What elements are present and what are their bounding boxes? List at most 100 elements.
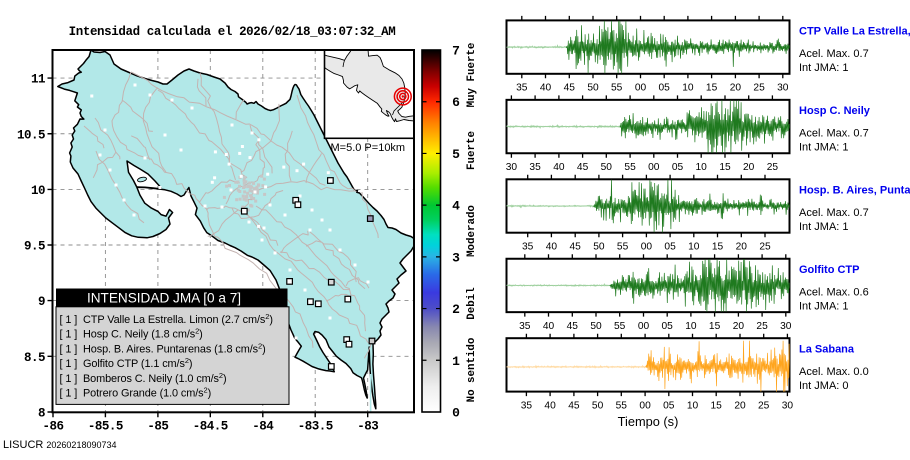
svg-text:7: 7 <box>452 44 460 59</box>
svg-text:[ 1 ] Potrero Grande (1.0 cm/: [ 1 ] Potrero Grande (1.0 cm/s2) <box>60 386 212 400</box>
svg-text:15: 15 <box>711 400 723 411</box>
svg-text:30: 30 <box>777 83 789 94</box>
svg-text:00: 00 <box>648 162 660 173</box>
svg-text:Acel. Max. 0.0: Acel. Max. 0.0 <box>799 366 869 378</box>
svg-text:50: 50 <box>592 400 604 411</box>
svg-text:8: 8 <box>38 407 45 421</box>
svg-text:00: 00 <box>638 321 650 332</box>
svg-text:10: 10 <box>696 162 708 173</box>
svg-text:15: 15 <box>709 321 721 332</box>
svg-text:INTENSIDAD JMA [0 a 7]: INTENSIDAD JMA [0 a 7] <box>87 291 241 306</box>
svg-text:00: 00 <box>641 242 653 253</box>
svg-text:50: 50 <box>590 321 602 332</box>
svg-text:[ 1 ] Golfito CTP (1.1 cm/s2): [ 1 ] Golfito CTP (1.1 cm/s2) <box>60 356 193 370</box>
svg-text:30: 30 <box>506 162 518 173</box>
svg-text:35: 35 <box>516 83 528 94</box>
svg-text:-86: -86 <box>42 420 63 434</box>
svg-text:2: 2 <box>452 302 460 317</box>
svg-text:05: 05 <box>662 321 674 332</box>
svg-text:55: 55 <box>616 400 628 411</box>
svg-text:11: 11 <box>31 73 45 87</box>
svg-text:10: 10 <box>685 321 697 332</box>
svg-text:LISUCR 20260218090734: LISUCR 20260218090734 <box>3 439 116 451</box>
svg-text:Int JMA: 1: Int JMA: 1 <box>799 221 849 233</box>
svg-text:00: 00 <box>639 400 651 411</box>
svg-text:-84.5: -84.5 <box>193 420 228 434</box>
svg-text:Int JMA: 1: Int JMA: 1 <box>799 141 849 153</box>
svg-text:10: 10 <box>687 400 699 411</box>
svg-text:35: 35 <box>522 242 534 253</box>
svg-text:35: 35 <box>521 400 533 411</box>
svg-text:Fuerte: Fuerte <box>466 131 478 170</box>
svg-text:40: 40 <box>543 321 555 332</box>
svg-text:CTP Valle La Estrella, L: CTP Valle La Estrella, L <box>799 26 910 38</box>
svg-text:25: 25 <box>759 242 771 253</box>
svg-text:10: 10 <box>682 83 694 94</box>
svg-text:15: 15 <box>706 83 718 94</box>
svg-text:55: 55 <box>611 83 623 94</box>
svg-text:0: 0 <box>452 406 460 421</box>
svg-text:9: 9 <box>38 295 45 309</box>
svg-text:1: 1 <box>452 354 460 369</box>
svg-text:50: 50 <box>593 242 605 253</box>
svg-text:10: 10 <box>688 242 700 253</box>
svg-text:-85.5: -85.5 <box>88 420 123 434</box>
svg-text:20: 20 <box>734 400 746 411</box>
svg-text:20: 20 <box>733 321 745 332</box>
svg-text:35: 35 <box>529 162 541 173</box>
svg-text:45: 45 <box>567 321 579 332</box>
svg-text:05: 05 <box>672 162 684 173</box>
svg-text:25: 25 <box>767 162 779 173</box>
svg-text:05: 05 <box>663 400 675 411</box>
svg-text:Int JMA: 1: Int JMA: 1 <box>799 62 849 74</box>
svg-text:45: 45 <box>570 242 582 253</box>
svg-text:9.5: 9.5 <box>24 240 45 254</box>
svg-text:Hosp. B. Aires, Puntare: Hosp. B. Aires, Puntare <box>799 185 910 197</box>
svg-text:45: 45 <box>577 162 589 173</box>
svg-text:[ 1 ] Hosp C. Neily (1.8 cm/s: [ 1 ] Hosp C. Neily (1.8 cm/s2) <box>60 327 203 341</box>
svg-text:10.5: 10.5 <box>17 128 45 142</box>
svg-text:5: 5 <box>452 147 460 162</box>
svg-text:Acel. Max. 0.6: Acel. Max. 0.6 <box>799 287 869 299</box>
svg-text:15: 15 <box>712 242 724 253</box>
svg-text:20: 20 <box>730 83 742 94</box>
svg-text:Acel. Max. 0.7: Acel. Max. 0.7 <box>799 48 869 60</box>
svg-text:Int JMA: 1: Int JMA: 1 <box>799 300 849 312</box>
svg-text:20: 20 <box>736 242 748 253</box>
svg-text:45: 45 <box>568 400 580 411</box>
svg-text:30: 30 <box>782 400 794 411</box>
svg-text:00: 00 <box>635 83 647 94</box>
svg-text:La Sabana: La Sabana <box>799 344 855 356</box>
svg-text:45: 45 <box>564 83 576 94</box>
svg-text:50: 50 <box>601 162 613 173</box>
svg-text:20: 20 <box>743 162 755 173</box>
svg-text:3: 3 <box>452 250 460 265</box>
svg-text:Tiempo (s): Tiempo (s) <box>618 414 679 429</box>
svg-text:No sentido: No sentido <box>466 338 478 403</box>
svg-text:55: 55 <box>617 242 629 253</box>
svg-text:05: 05 <box>659 83 671 94</box>
svg-text:15: 15 <box>719 162 731 173</box>
svg-text:40: 40 <box>544 400 556 411</box>
svg-text:25: 25 <box>758 400 770 411</box>
svg-text:[ 1 ] Bomberos C. Neily (1.0: [ 1 ] Bomberos C. Neily (1.0 cm/s2) <box>60 371 227 385</box>
svg-text:Muy Fuerte: Muy Fuerte <box>466 43 478 108</box>
svg-text:50: 50 <box>587 83 599 94</box>
svg-text:[ 1 ] Hosp. B. Aires. Puntare: [ 1 ] Hosp. B. Aires. Puntarenas (1.8 cm… <box>60 341 266 355</box>
svg-text:M=5.0 P=10km: M=5.0 P=10km <box>331 142 406 154</box>
svg-text:40: 40 <box>546 242 558 253</box>
svg-text:Debil: Debil <box>466 287 478 320</box>
svg-text:[ 1 ] CTP Valle La Estrella.: [ 1 ] CTP Valle La Estrella. Limon (2.7 … <box>60 312 273 326</box>
svg-text:Acel. Max. 0.7: Acel. Max. 0.7 <box>799 128 869 140</box>
svg-text:6: 6 <box>452 95 460 110</box>
svg-text:-83.5: -83.5 <box>298 420 333 434</box>
svg-text:05: 05 <box>664 242 676 253</box>
svg-text:40: 40 <box>553 162 565 173</box>
svg-text:10: 10 <box>31 184 45 198</box>
svg-text:-83: -83 <box>357 420 378 434</box>
svg-text:30: 30 <box>780 321 792 332</box>
svg-text:Acel. Max. 0.7: Acel. Max. 0.7 <box>799 207 869 219</box>
svg-text:-85: -85 <box>147 420 168 434</box>
svg-text:55: 55 <box>624 162 636 173</box>
svg-text:Golfito CTP: Golfito CTP <box>799 264 860 276</box>
